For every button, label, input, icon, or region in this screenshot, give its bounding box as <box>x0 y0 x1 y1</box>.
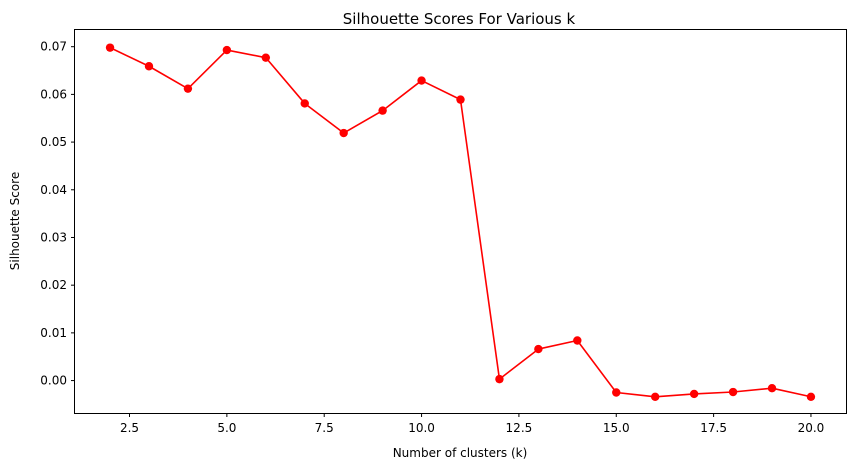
y-tick-label: 0.06 <box>40 87 67 101</box>
y-tick-label: 0.07 <box>40 40 67 54</box>
data-point-marker <box>456 95 465 104</box>
data-point-marker <box>183 84 193 93</box>
data-point-marker <box>534 344 543 354</box>
y-axis-label: Silhouette Score <box>8 172 22 270</box>
x-tick-label: 17.5 <box>700 421 727 435</box>
data-point-marker <box>144 62 154 71</box>
data-point-marker <box>378 106 387 115</box>
y-tick-label: 0.02 <box>40 278 67 292</box>
series-layer <box>105 43 816 401</box>
data-point-marker <box>222 45 232 55</box>
x-tick-label: 15.0 <box>603 421 630 435</box>
y-tick-label: 0.01 <box>40 326 67 340</box>
data-point-marker <box>612 388 621 397</box>
data-point-marker <box>767 383 777 393</box>
chart-title: Silhouette Scores For Various k <box>343 10 576 28</box>
x-tick-label: 2.5 <box>120 421 139 435</box>
x-axis-label: Number of clusters (k) <box>393 446 528 460</box>
data-point-marker <box>728 387 738 397</box>
data-point-marker <box>417 76 426 85</box>
data-point-marker <box>300 99 309 108</box>
x-tick-label: 7.5 <box>315 421 334 435</box>
x-tick-label: 12.5 <box>506 421 533 435</box>
x-tick-label: 10.0 <box>408 421 435 435</box>
data-point-marker <box>573 336 582 345</box>
y-axis-ticks: 0.00 0.01 0.02 0.03 0.04 0.05 0.06 0.07 <box>40 40 75 388</box>
data-point-marker <box>261 53 271 62</box>
data-point-marker <box>806 392 816 401</box>
data-point-marker <box>689 389 699 399</box>
data-point-marker <box>105 43 115 52</box>
y-tick-label: 0.05 <box>40 135 67 149</box>
y-tick-label: 0.04 <box>40 183 67 197</box>
y-tick-label: 0.03 <box>40 230 67 244</box>
data-point-marker <box>495 374 504 384</box>
plot-area <box>74 29 847 414</box>
x-tick-label: 5.0 <box>217 421 236 435</box>
x-axis-ticks: 2.5 5.0 7.5 10.0 12.5 15.0 17.5 20.0 <box>120 413 824 435</box>
data-point-marker <box>650 392 660 401</box>
x-tick-label: 20.0 <box>798 421 825 435</box>
data-point-marker <box>339 128 348 138</box>
y-tick-label: 0.00 <box>40 374 67 388</box>
